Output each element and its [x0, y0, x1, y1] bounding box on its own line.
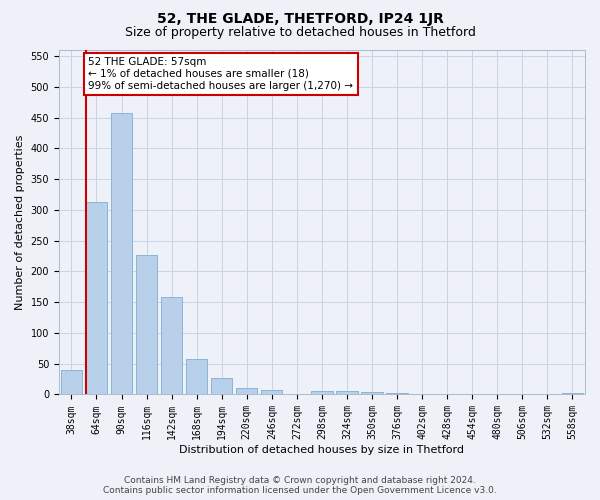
Text: 52 THE GLADE: 57sqm
← 1% of detached houses are smaller (18)
99% of semi-detache: 52 THE GLADE: 57sqm ← 1% of detached hou…	[88, 58, 353, 90]
Bar	[386, 392, 408, 394]
Bar	[311, 392, 332, 394]
Bar	[61, 370, 82, 394]
Text: 52, THE GLADE, THETFORD, IP24 1JR: 52, THE GLADE, THETFORD, IP24 1JR	[157, 12, 443, 26]
Y-axis label: Number of detached properties: Number of detached properties	[15, 134, 25, 310]
Bar	[186, 360, 208, 394]
Bar	[136, 255, 157, 394]
Text: Contains HM Land Registry data © Crown copyright and database right 2024.
Contai: Contains HM Land Registry data © Crown c…	[103, 476, 497, 495]
Bar	[111, 114, 132, 394]
Bar	[337, 392, 358, 394]
Bar	[236, 388, 257, 394]
Text: Size of property relative to detached houses in Thetford: Size of property relative to detached ho…	[125, 26, 475, 39]
Bar	[161, 298, 182, 394]
Bar	[261, 390, 283, 394]
Bar	[86, 202, 107, 394]
Bar	[361, 392, 383, 394]
Bar	[562, 392, 583, 394]
X-axis label: Distribution of detached houses by size in Thetford: Distribution of detached houses by size …	[179, 445, 464, 455]
Bar	[211, 378, 232, 394]
